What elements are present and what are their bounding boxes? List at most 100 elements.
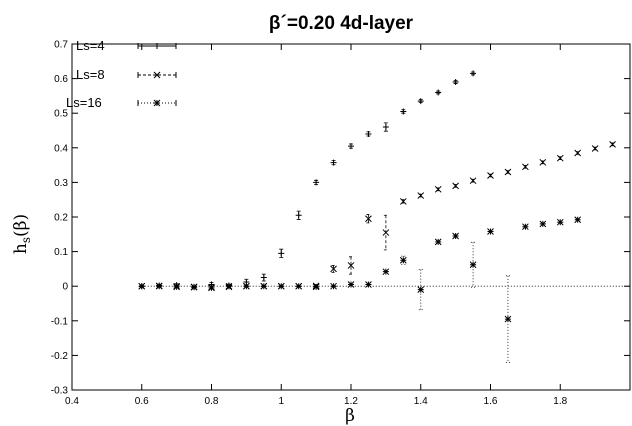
y-tick-label: 0: [62, 282, 68, 293]
y-axis-label-tail: (β): [11, 214, 31, 237]
y-axis-label-sub: s: [19, 237, 33, 243]
data-point: [469, 177, 477, 185]
y-tick-label: -0.2: [51, 351, 69, 362]
data-point: [243, 282, 250, 290]
data-point: [434, 185, 442, 193]
y-tick-label: 0.4: [54, 143, 68, 154]
data-point: [434, 238, 442, 246]
data-point: [522, 223, 529, 231]
data-point: [190, 283, 198, 291]
x-tick-label: 1.2: [344, 396, 358, 407]
data-point: [260, 282, 268, 290]
axes: 0.4 0.6 0.8 1 1.2 1.4 1.6 1.8 -0.3 -0.2 -0.1 0 0.1 0.…: [51, 40, 631, 407]
x-tick-label: 1.4: [414, 396, 428, 407]
y-tick-label: -0.1: [51, 316, 69, 327]
y-tick-label: 0.1: [54, 247, 68, 258]
y-tick-label: 0.5: [54, 109, 68, 120]
data-point: [382, 268, 390, 276]
data-layer: [138, 70, 616, 363]
x-tick-label: 0.4: [65, 396, 79, 407]
data-point: [539, 220, 547, 228]
data-point: [539, 158, 547, 166]
series-ls-4: [138, 70, 477, 290]
legend: Ls=4 Ls=8 Ls=16: [66, 38, 177, 110]
data-point: [452, 182, 459, 190]
legend-label: Ls=4: [76, 38, 105, 53]
legend-label: Ls=8: [76, 67, 105, 82]
data-point: [330, 282, 337, 290]
error-bar: [349, 256, 353, 275]
data-point: [417, 98, 424, 105]
data-point: [452, 79, 459, 86]
data-point: [382, 229, 390, 236]
data-point: [504, 315, 512, 323]
y-axis-label: hs(β): [11, 214, 33, 254]
data-point: [609, 140, 616, 148]
data-point: [556, 218, 564, 226]
y-tick-label: 0.6: [54, 74, 68, 85]
data-point: [365, 281, 372, 288]
x-tick-label: 0.8: [205, 396, 219, 407]
series-ls-8: [138, 140, 616, 291]
data-point: [295, 212, 302, 219]
error-bar: [418, 269, 423, 311]
error-bar: [366, 214, 371, 224]
data-point: [469, 261, 477, 269]
y-tick-label: -0.3: [51, 386, 69, 397]
data-point: [487, 172, 494, 179]
data-point: [208, 284, 215, 292]
data-point: [312, 283, 320, 291]
data-point: [313, 179, 320, 186]
data-point: [522, 163, 529, 171]
data-point: [330, 159, 337, 166]
data-point: [591, 145, 599, 152]
legend-marker: [153, 99, 161, 107]
x-tick-label: 1.6: [484, 396, 498, 407]
x-axis-label: β: [345, 406, 355, 426]
series-ls-16: [138, 216, 582, 363]
x-tick-label: 1.8: [553, 396, 567, 407]
data-point: [347, 262, 355, 269]
x-tick-label: 1: [278, 396, 284, 407]
data-point: [504, 168, 512, 176]
error-bar: [505, 275, 510, 363]
legend-marker: [154, 43, 160, 49]
data-point: [277, 282, 285, 290]
data-point: [138, 282, 146, 290]
data-point: [365, 215, 372, 223]
x-tick-label: 0.6: [135, 396, 149, 407]
data-point: [348, 143, 354, 150]
y-axis-label-main: h: [11, 243, 31, 254]
data-point: [173, 283, 180, 291]
data-point: [347, 281, 355, 288]
data-point: [260, 274, 267, 281]
plot-frame: [71, 43, 631, 391]
data-point: [487, 228, 494, 235]
data-point: [417, 286, 425, 294]
data-point: [574, 149, 582, 157]
data-point: [365, 130, 372, 137]
data-point: [155, 282, 163, 290]
error-bar: [471, 241, 476, 288]
y-tick-label: 0.2: [54, 213, 68, 224]
data-point: [225, 282, 233, 290]
legend-label: Ls=16: [66, 95, 102, 110]
data-point: [400, 108, 407, 115]
data-point: [470, 70, 477, 77]
data-point: [399, 198, 407, 205]
data-point: [556, 154, 564, 162]
data-point: [574, 216, 582, 224]
data-point: [278, 250, 285, 257]
data-point: [399, 256, 407, 264]
legend-marker: [153, 71, 161, 79]
data-point: [435, 89, 442, 96]
data-point: [417, 192, 425, 199]
data-point: [330, 265, 337, 273]
chart-title: β´=0.20 4d-layer: [269, 13, 414, 34]
data-point: [295, 282, 303, 290]
y-tick-label: 0.7: [54, 40, 68, 51]
data-point: [452, 232, 459, 240]
data-point: [382, 124, 389, 131]
